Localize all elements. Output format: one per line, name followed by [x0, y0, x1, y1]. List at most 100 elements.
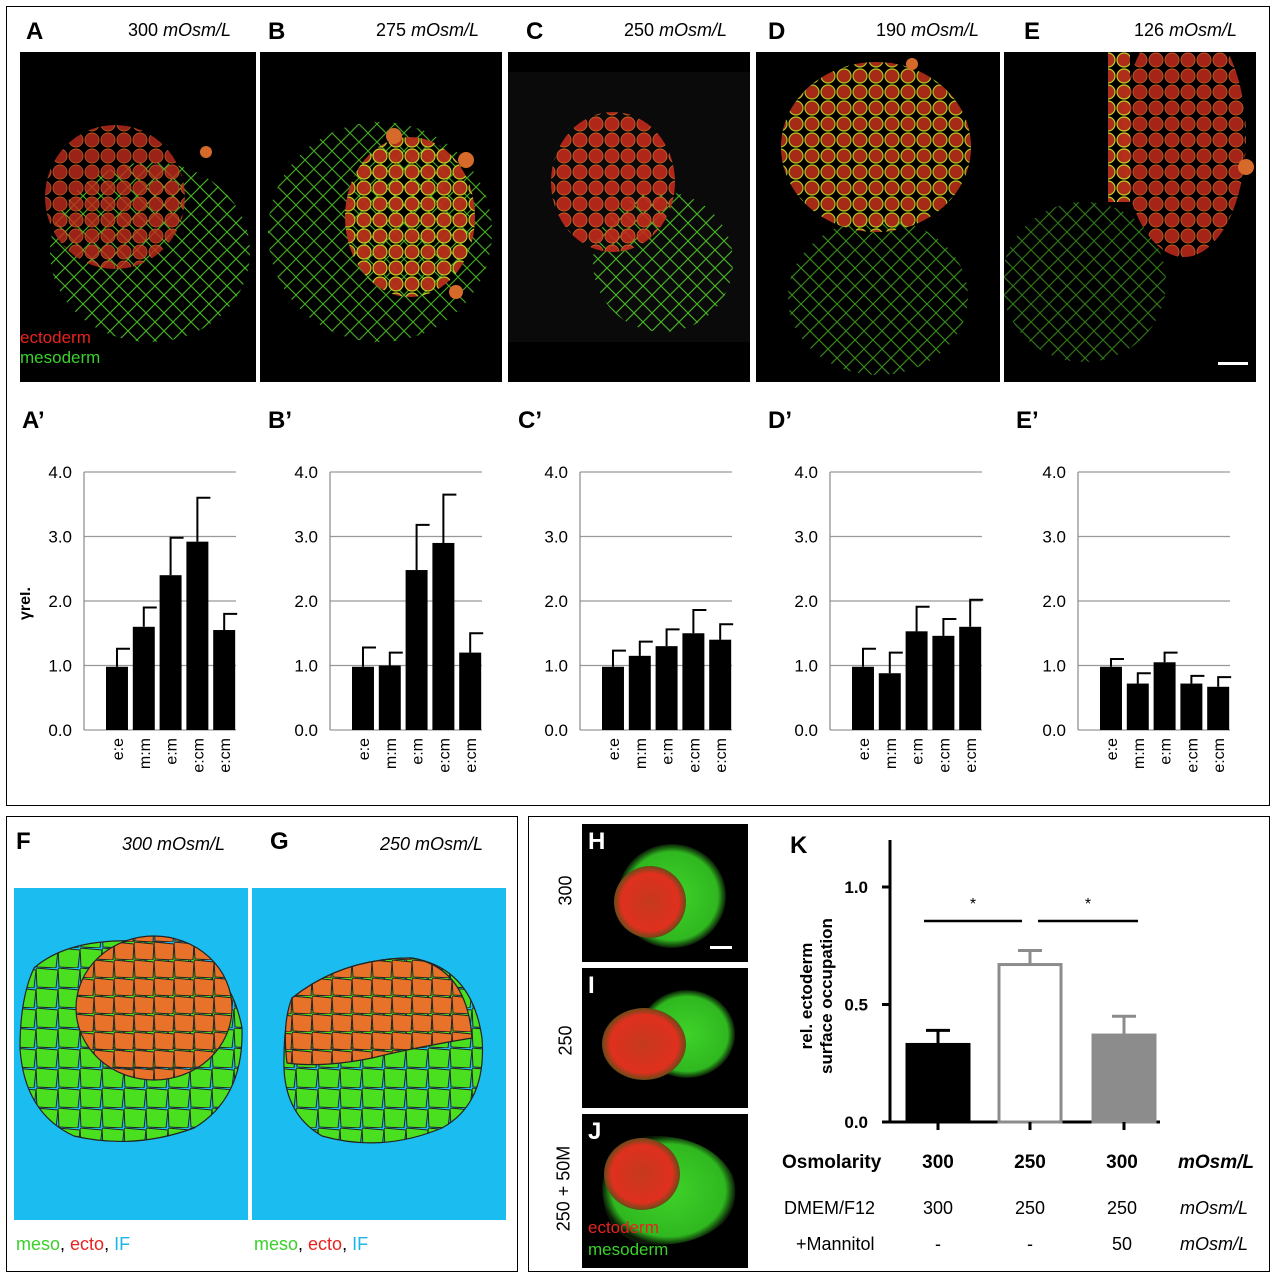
schematic-G-legend: meso, ecto, IF [254, 1234, 369, 1254]
x-tick-label: e:cm [963, 738, 980, 773]
bar [628, 655, 651, 730]
bar [186, 541, 209, 730]
bar [405, 570, 428, 730]
aggregate-side-label-I: 250 [555, 1025, 576, 1056]
table-unit: mOsm/L [1178, 1152, 1255, 1173]
x-tick-label: e:cm [1211, 738, 1228, 773]
error-bar [142, 606, 157, 627]
panel-label-A: A [26, 18, 44, 45]
aggregate-J-image [602, 1135, 736, 1245]
schematic-F-image [19, 935, 243, 1143]
k-y-tick-label: 1.0 [844, 878, 868, 897]
micrograph-D-image [781, 58, 971, 375]
bar [159, 575, 182, 730]
error-bar [638, 640, 653, 656]
error-bar [611, 649, 626, 667]
error-bar [1109, 658, 1124, 667]
y-tick-label: 1.0 [294, 657, 318, 676]
panel-label-B: B [268, 18, 286, 45]
bar [905, 631, 928, 730]
y-tick-label: 0.0 [1042, 721, 1066, 740]
y-tick-label: 2.0 [48, 592, 72, 611]
error-bar [692, 609, 707, 634]
error-bar [719, 623, 734, 640]
x-tick-label: e:m [1158, 738, 1175, 765]
x-tick-label: e:cm [936, 738, 953, 773]
bar [106, 666, 128, 730]
x-tick-label: e:m [410, 738, 427, 765]
error-bar [1163, 651, 1178, 663]
micrograph-D [756, 52, 1000, 382]
error-bar [665, 628, 680, 647]
table-row-label: +Mannitol [796, 1234, 875, 1254]
error-bar [361, 646, 376, 667]
x-tick-label: m:m [137, 738, 154, 769]
y-tick-label: 4.0 [294, 463, 318, 482]
y-axis-label: γrel. [20, 587, 34, 620]
y-tick-label: 4.0 [48, 463, 72, 482]
micrograph-C-image [508, 72, 750, 342]
error-bar [942, 618, 957, 636]
k-error-bar [926, 1028, 950, 1045]
k-y-axis-label: rel. ectoderm [797, 943, 816, 1050]
panel-label-G: G [270, 828, 289, 855]
table-unit: mOsm/L [1180, 1198, 1249, 1218]
k-significance-star: * [970, 896, 976, 913]
panel-osm-A: 300 mOsm/L [128, 20, 232, 40]
y-tick-label: 2.0 [544, 592, 568, 611]
error-bar [1136, 672, 1151, 684]
k-bar [997, 963, 1063, 1124]
aggregate-H-image [614, 844, 732, 949]
bar [852, 666, 874, 730]
chart-3-svg: D’ 0.0 1.0 2.0 3.0 4.0 e:e m:m e:m e:cm e:cm [768, 407, 984, 773]
error-bar [469, 632, 484, 653]
schematic-F [14, 888, 248, 1220]
x-tick-label: m:m [883, 738, 900, 769]
aggregate-J: J ectoderm mesoderm [582, 1114, 748, 1268]
k-significance-star: * [1085, 896, 1091, 913]
aggregate-H: H [582, 824, 748, 962]
panel-label-F: F [16, 828, 31, 855]
y-tick-label: 1.0 [1042, 657, 1066, 676]
table-row-label: DMEM/F12 [784, 1198, 876, 1218]
k-bar [905, 1042, 971, 1124]
chart-2: C’ 0.0 1.0 2.0 3.0 4.0 e:e m:m e:m e:cm e:cm [516, 404, 756, 804]
x-tick-label: e:e [356, 738, 373, 760]
y-tick-label: 3.0 [48, 528, 72, 547]
x-tick-label: e:m [910, 738, 927, 765]
aggregate-I-image [602, 990, 735, 1080]
top-figure-frame [6, 6, 1270, 806]
error-bar [415, 523, 430, 571]
chart-K: 0.0 0.5 1.0 rel. ectoderm surface occupation… [780, 826, 1260, 1146]
y-tick-label: 4.0 [794, 463, 818, 482]
x-tick-label: m:m [1131, 738, 1148, 769]
x-tick-label: e:cm [713, 738, 730, 773]
bar [959, 626, 982, 730]
table-cell: - [1027, 1234, 1033, 1254]
y-tick-label: 3.0 [1042, 528, 1066, 547]
k-y-tick-label: 0.0 [844, 1113, 868, 1132]
k-y-tick-label: 0.5 [844, 996, 868, 1015]
error-bar [888, 651, 903, 674]
x-tick-label: e:e [606, 738, 623, 760]
micrograph-E [1004, 52, 1256, 382]
micrograph-E-image [1004, 52, 1254, 365]
y-tick-label: 2.0 [1042, 592, 1066, 611]
bar [432, 542, 455, 730]
schematic-frame [6, 816, 518, 1272]
y-tick-label: 2.0 [794, 592, 818, 611]
aggregate-side-label-H: 300 [555, 875, 576, 906]
schematic-G-image [283, 957, 484, 1144]
micro-legend-mesoderm: mesoderm [20, 348, 101, 367]
k-error-bar [1018, 948, 1042, 965]
y-tick-label: 3.0 [544, 528, 568, 547]
error-bar [115, 647, 130, 667]
panel-label-J: J [588, 1118, 602, 1145]
table-cell: 250 [1106, 1198, 1138, 1218]
panel-osm-B: 275 mOsm/L [376, 20, 480, 40]
micrograph-B-image [268, 122, 492, 342]
bar [878, 673, 901, 730]
table-cell: 300 [1106, 1152, 1138, 1173]
k-error-bar [1112, 1014, 1136, 1036]
error-bar [223, 612, 238, 631]
